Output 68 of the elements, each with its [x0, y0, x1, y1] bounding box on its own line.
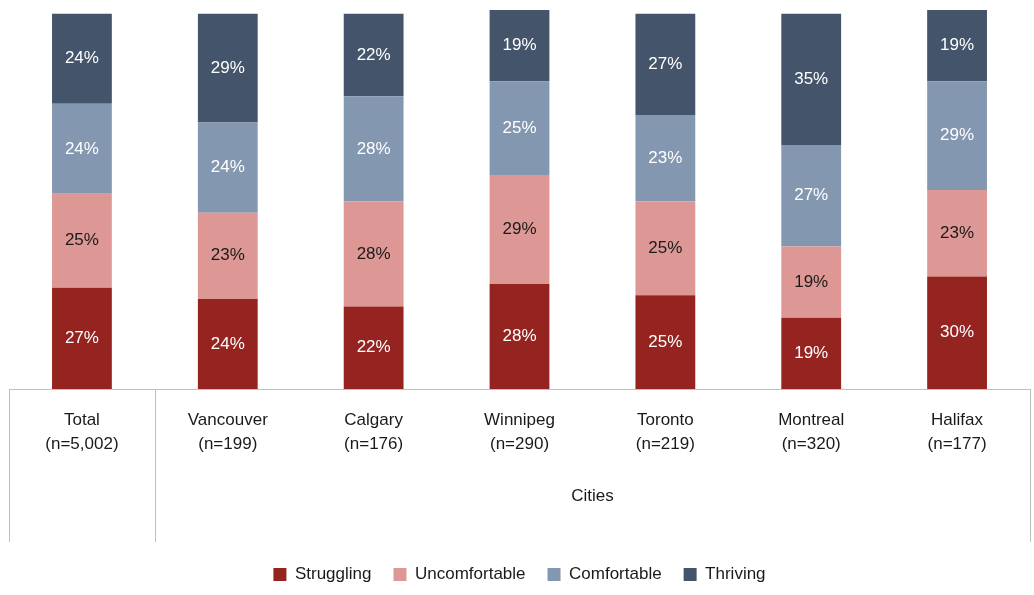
bar: [343, 306, 404, 389]
bar: [781, 145, 842, 247]
data-label: 23%: [648, 147, 683, 167]
data-label: 22%: [356, 337, 391, 357]
data-label: 24%: [210, 333, 245, 353]
bar: [343, 96, 404, 202]
data-label: 19%: [502, 35, 537, 55]
bar: [635, 295, 696, 389]
data-label: 29%: [502, 219, 537, 239]
data-label: 19%: [794, 271, 829, 291]
data-label: 25%: [502, 117, 537, 137]
data-label: 25%: [648, 331, 683, 351]
bar: [52, 103, 112, 194]
data-label: 28%: [356, 243, 391, 263]
data-label: 23%: [940, 222, 975, 242]
bar: [197, 122, 258, 213]
bar: [927, 10, 987, 82]
data-label: 27%: [794, 185, 829, 205]
data-label: 25%: [648, 237, 683, 257]
legend-label: Comfortable: [569, 564, 662, 584]
bar: [52, 287, 112, 389]
data-label: 29%: [940, 125, 975, 145]
bar: [635, 201, 696, 296]
data-label: 24%: [210, 157, 245, 177]
bar: [489, 175, 550, 284]
data-label: 24%: [64, 48, 99, 68]
bar: [781, 317, 842, 389]
bar: [635, 115, 696, 202]
bar: [489, 10, 550, 82]
data-label: 27%: [648, 54, 683, 74]
x-tick-label: Toronto (n=219): [635, 409, 695, 453]
bar: [489, 81, 550, 176]
bar: [927, 81, 987, 191]
x-tick-label: Montreal (n=320): [778, 409, 845, 453]
bar: [52, 13, 112, 104]
data-label: 29%: [210, 57, 245, 77]
bar: [197, 212, 258, 299]
bar: [343, 201, 404, 307]
x-tick-label: Total (n=5,002): [45, 409, 119, 453]
data-label: 19%: [794, 343, 829, 363]
data-label: 27%: [64, 328, 99, 348]
bar: [781, 246, 842, 318]
bar: [927, 276, 987, 389]
bar: [781, 13, 842, 146]
text: Cities: [571, 485, 614, 505]
bar: [489, 283, 550, 389]
bar: [635, 13, 696, 116]
bar: [343, 13, 404, 97]
data-label: 28%: [356, 138, 391, 158]
data-label: 25%: [64, 230, 99, 250]
legend-label: Thriving: [705, 564, 766, 584]
data-label: 28%: [502, 326, 537, 346]
data-label: 19%: [940, 35, 975, 55]
x-tick-label: Halifax (n=177): [927, 409, 987, 453]
bar: [52, 193, 112, 288]
bar: [197, 13, 258, 123]
data-label: 23%: [210, 245, 245, 265]
x-tick-label: Vancouver (n=199): [187, 409, 269, 453]
legend-label: Struggling: [294, 564, 372, 584]
data-label: 30%: [940, 322, 975, 342]
legend-label: Uncomfortable: [414, 564, 526, 584]
bar: [197, 298, 258, 389]
x-tick-label: Calgary (n=176): [344, 409, 404, 453]
x-tick-label: Winnipeg (n=290): [484, 409, 555, 453]
data-label: 35%: [794, 69, 829, 89]
data-label: 22%: [356, 44, 391, 64]
data-label: 24%: [64, 138, 99, 158]
bar: [927, 190, 987, 277]
